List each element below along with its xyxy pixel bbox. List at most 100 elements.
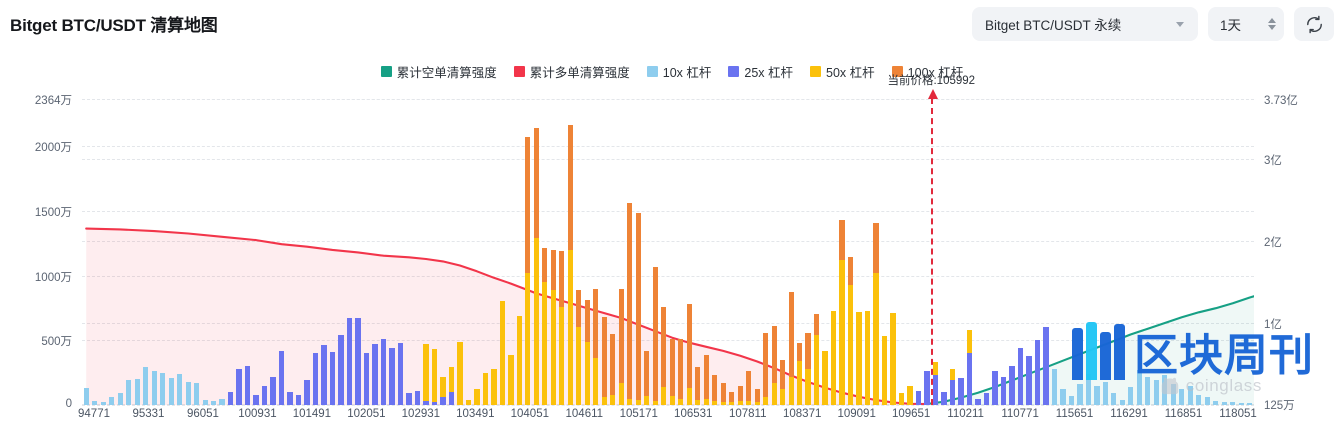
bar[interactable] — [593, 288, 599, 405]
bar[interactable] — [907, 385, 913, 405]
bar[interactable] — [117, 393, 123, 405]
bar[interactable] — [601, 316, 607, 405]
legend-item-6[interactable]: 100x 杠杆 — [891, 62, 963, 81]
bar[interactable] — [661, 306, 667, 405]
bar[interactable] — [508, 354, 514, 405]
bar[interactable] — [126, 380, 132, 405]
legend-item-3[interactable]: 10x 杠杆 — [646, 62, 711, 81]
bar[interactable] — [1034, 340, 1041, 405]
bar[interactable] — [244, 366, 251, 405]
bar[interactable] — [703, 354, 709, 405]
bar[interactable] — [168, 377, 174, 405]
bar[interactable] — [414, 390, 421, 405]
bar[interactable] — [567, 125, 573, 405]
bar[interactable] — [372, 344, 378, 405]
bar[interactable] — [856, 311, 862, 405]
bar[interactable] — [261, 385, 268, 405]
bar[interactable] — [712, 375, 718, 405]
bar[interactable] — [966, 329, 973, 405]
bar[interactable] — [1068, 395, 1075, 405]
legend-item-2[interactable]: 累计多单清算强度 — [513, 62, 630, 81]
bar[interactable] — [185, 381, 191, 405]
bar[interactable] — [287, 392, 293, 405]
bar[interactable] — [695, 367, 701, 405]
bar[interactable] — [304, 380, 310, 405]
bar[interactable] — [516, 315, 522, 405]
refresh-button[interactable] — [1294, 7, 1334, 41]
bar[interactable] — [338, 335, 344, 405]
bar[interactable] — [915, 390, 922, 405]
bar[interactable] — [847, 257, 854, 405]
bar[interactable] — [830, 310, 837, 405]
bar[interactable] — [881, 336, 888, 405]
bar[interactable] — [151, 371, 157, 405]
bar[interactable] — [83, 388, 89, 405]
bar[interactable] — [627, 203, 633, 405]
bar[interactable] — [194, 383, 200, 405]
bar[interactable] — [423, 344, 429, 405]
bar[interactable] — [678, 339, 684, 405]
bar[interactable] — [1128, 386, 1134, 405]
bar[interactable] — [1043, 327, 1049, 405]
legend-item-5[interactable]: 50x 杠杆 — [810, 62, 875, 81]
bar[interactable] — [525, 137, 531, 405]
bar[interactable] — [380, 339, 387, 405]
bar[interactable] — [932, 362, 939, 405]
bar[interactable] — [618, 288, 624, 405]
bar[interactable] — [253, 394, 259, 405]
bar[interactable] — [1204, 397, 1210, 405]
bar[interactable] — [975, 398, 981, 405]
bar[interactable] — [1051, 368, 1058, 405]
bar[interactable] — [737, 385, 743, 405]
bar[interactable] — [92, 401, 98, 405]
bar[interactable] — [771, 326, 777, 405]
bar[interactable] — [898, 393, 905, 405]
bar[interactable] — [669, 339, 675, 405]
bar[interactable] — [983, 393, 990, 405]
bar[interactable] — [652, 266, 658, 405]
bar[interactable] — [941, 392, 947, 405]
bar[interactable] — [355, 318, 361, 405]
bar[interactable] — [576, 289, 582, 405]
interval-stepper[interactable]: 1天 — [1208, 7, 1284, 41]
bar[interactable] — [1247, 403, 1253, 405]
bar[interactable] — [143, 367, 149, 405]
bar[interactable] — [746, 371, 752, 405]
bar[interactable] — [1213, 401, 1219, 405]
bar[interactable] — [236, 368, 242, 405]
bar[interactable] — [1238, 403, 1244, 405]
bar[interactable] — [491, 368, 497, 405]
bar[interactable] — [499, 301, 505, 405]
bar[interactable] — [780, 359, 786, 405]
bar[interactable] — [958, 377, 964, 405]
bar[interactable] — [270, 376, 276, 405]
bar[interactable] — [278, 350, 285, 405]
bar[interactable] — [873, 222, 879, 405]
bar[interactable] — [1009, 366, 1015, 405]
bar[interactable] — [1077, 384, 1083, 405]
bar[interactable] — [177, 373, 183, 405]
bar[interactable] — [100, 401, 106, 405]
bar[interactable] — [1094, 385, 1100, 405]
bar[interactable] — [644, 350, 650, 405]
bar[interactable] — [610, 333, 616, 405]
bar[interactable] — [346, 318, 353, 405]
bar[interactable] — [1230, 402, 1236, 405]
bar[interactable] — [1085, 373, 1091, 405]
legend-item-1[interactable]: 累计空单清算强度 — [380, 62, 497, 81]
bar[interactable] — [1196, 394, 1202, 405]
bar[interactable] — [1026, 355, 1032, 405]
bar[interactable] — [389, 348, 395, 405]
bar[interactable] — [160, 372, 166, 405]
bar[interactable] — [1153, 380, 1159, 405]
bar[interactable] — [431, 349, 438, 405]
bar[interactable] — [635, 213, 641, 405]
bar[interactable] — [1145, 376, 1151, 405]
bar[interactable] — [219, 398, 225, 405]
bar[interactable] — [720, 383, 726, 405]
bar[interactable] — [1119, 399, 1125, 405]
bar[interactable] — [363, 353, 370, 405]
bar[interactable] — [822, 350, 828, 405]
bar[interactable] — [109, 397, 115, 405]
bar[interactable] — [211, 401, 217, 405]
